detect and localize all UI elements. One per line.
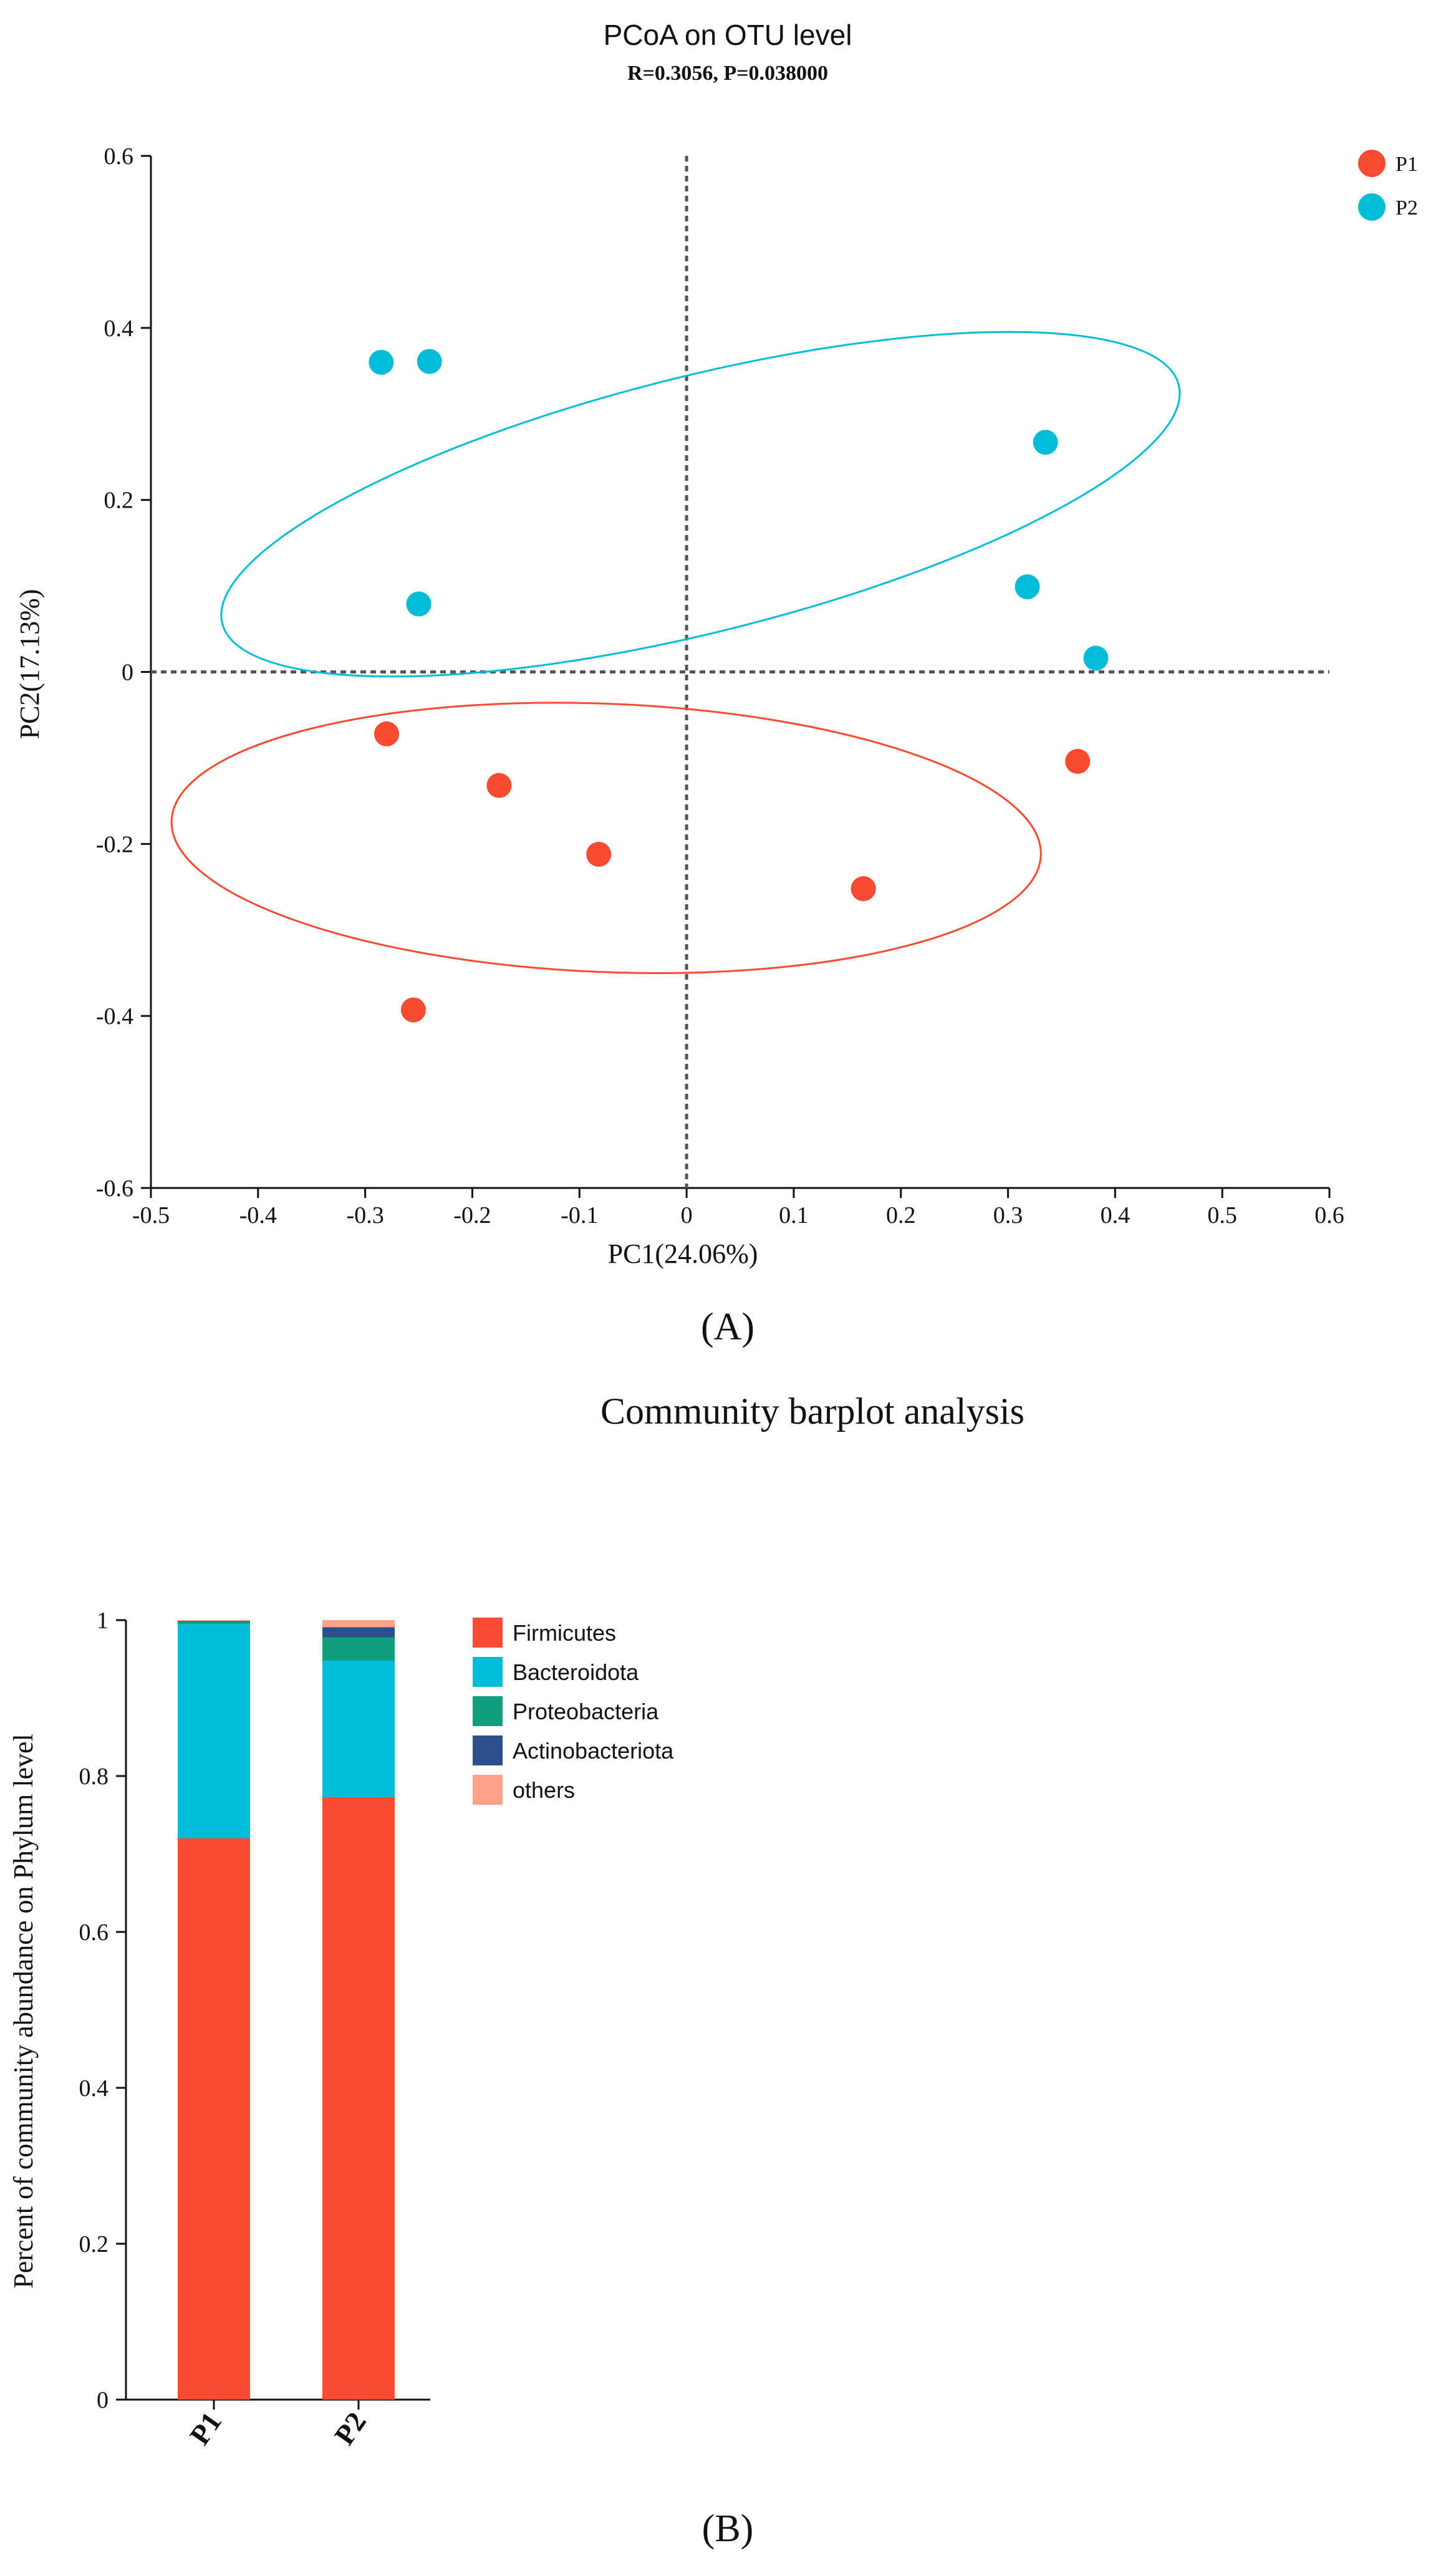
bar-segment-p2-firmicutes <box>322 1797 395 2400</box>
bar-segment-p2-proteobacteria <box>322 1637 395 1661</box>
barplot-legend-swatch-bacteroidota <box>473 1657 503 1687</box>
pcoa-y-ticks: -0.6 -0.4 -0.2 0 0.2 0.4 0.6 <box>96 143 151 1202</box>
pcoa-x-tick-label: -0.2 <box>453 1202 491 1228</box>
pcoa-legend-marker-p1 <box>1358 150 1386 177</box>
pcoa-point-p2 <box>1015 574 1040 599</box>
barplot-y-tick-label: 0.2 <box>79 2231 109 2257</box>
pcoa-y-axis-label: PC2(17.13%) <box>14 589 45 740</box>
pcoa-y-tick-label: -0.6 <box>96 1175 133 1202</box>
barplot-x-ticks: P1 P2 <box>183 2400 372 2451</box>
pcoa-legend-label: P2 <box>1396 196 1418 220</box>
pcoa-ellipse-p2 <box>220 331 1181 678</box>
barplot-legend-swatch-proteobacteria <box>473 1696 503 1726</box>
barplot-legend-label: Bacteroidota <box>513 1659 639 1685</box>
pcoa-legend-label: P1 <box>1396 153 1418 176</box>
pcoa-y-tick-label: 0 <box>122 660 133 686</box>
pcoa-x-tick-label: 0.1 <box>779 1202 809 1228</box>
pcoa-points <box>369 349 1109 1023</box>
pcoa-x-axis-label: PC1(24.06%) <box>608 1238 758 1269</box>
barplot-y-tick-label: 0.4 <box>79 2075 109 2102</box>
barplot-legend-swatch-firmicutes <box>473 1618 503 1648</box>
barplot-panel: Community barplot analysis 0 0.2 0.4 0.6 0.8… <box>8 1391 1025 2550</box>
barplot-bars <box>178 1620 395 2400</box>
pcoa-x-tick-label: 0.6 <box>1314 1202 1344 1228</box>
bar-segment-p1-others <box>178 1620 250 1621</box>
barplot-legend-label: Actinobacteriota <box>513 1738 674 1764</box>
pcoa-legend: P1 P2 <box>1358 150 1418 221</box>
pcoa-y-tick-label: -0.4 <box>96 1003 133 1030</box>
bar-segment-p1-bacteroidota <box>178 1624 250 1838</box>
barplot-x-tick-label: P2 <box>328 2406 372 2450</box>
pcoa-x-tick-label: -0.4 <box>239 1202 277 1228</box>
pcoa-legend-marker-p2 <box>1358 193 1386 221</box>
pcoa-y-tick-label: 0.2 <box>104 488 134 514</box>
pcoa-point-p1 <box>586 841 612 867</box>
pcoa-point-p1 <box>374 721 399 746</box>
pcoa-y-tick-label: -0.2 <box>96 831 133 857</box>
barplot-y-ticks: 0 0.2 0.4 0.6 0.8 1 <box>79 1608 126 2413</box>
pcoa-ellipse-p1 <box>170 702 1042 974</box>
pcoa-point-p1 <box>1065 748 1091 774</box>
pcoa-reference-lines <box>151 156 1329 1188</box>
barplot-y-axis-label: Percent of community abundance on Phylum… <box>8 1734 39 2289</box>
pcoa-x-tick-label: 0.5 <box>1207 1202 1237 1228</box>
pcoa-x-tick-label: -0.1 <box>561 1202 598 1228</box>
pcoa-x-tick-label: 0.4 <box>1101 1202 1131 1228</box>
pcoa-subtitle: R=0.3056, P=0.038000 <box>627 62 828 85</box>
barplot-y-tick-label: 0.8 <box>79 1764 109 1790</box>
pcoa-point-p2 <box>1033 430 1058 455</box>
pcoa-x-tick-label: 0.2 <box>886 1202 916 1228</box>
bar-segment-p2-others <box>322 1620 395 1628</box>
pcoa-point-p2 <box>406 591 431 617</box>
pcoa-point-p1 <box>851 876 876 902</box>
bar-segment-p1-proteobacteria <box>178 1621 250 1624</box>
barplot-x-tick-label: P1 <box>183 2406 228 2450</box>
barplot-legend-label: Proteobacteria <box>513 1699 659 1724</box>
barplot-y-tick-label: 0 <box>97 2387 108 2413</box>
barplot-legend: Firmicutes Bacteroidota Proteobacteria Acti… <box>473 1618 674 1805</box>
pcoa-y-tick-label: 0.6 <box>104 143 134 170</box>
pcoa-x-tick-label: 0 <box>681 1202 693 1228</box>
barplot-legend-swatch-actinobacteriota <box>473 1735 503 1765</box>
pcoa-point-p2 <box>1083 645 1109 671</box>
pcoa-point-p1 <box>486 773 512 798</box>
barplot-legend-swatch-others <box>473 1775 503 1805</box>
barplot-title: Community barplot analysis <box>600 1391 1025 1432</box>
barplot-y-tick-label: 0.6 <box>79 1919 109 1946</box>
barplot-legend-label: Firmicutes <box>513 1620 616 1646</box>
panel-label-b: (B) <box>702 2508 754 2550</box>
pcoa-point-p2 <box>417 349 442 374</box>
pcoa-x-ticks: -0.5 -0.4 -0.3 -0.2 -0.1 0 0.1 0.2 0.3 0.4 0.5 0.6 <box>132 1188 1344 1228</box>
bar-segment-p2-actinobacteriota <box>322 1627 395 1638</box>
pcoa-x-tick-label: -0.3 <box>347 1202 384 1228</box>
pcoa-ellipses <box>170 331 1181 974</box>
barplot-legend-label: others <box>513 1777 575 1803</box>
pcoa-title: PCoA on OTU level <box>604 19 852 51</box>
pcoa-point-p1 <box>400 997 426 1023</box>
pcoa-x-tick-label: -0.5 <box>132 1202 170 1228</box>
barplot-y-tick-label: 1 <box>97 1608 108 1634</box>
bar-segment-p1-firmicutes <box>178 1838 250 2400</box>
pcoa-point-p2 <box>369 350 394 375</box>
bar-segment-p2-bacteroidota <box>322 1661 395 1797</box>
pcoa-x-tick-label: 0.3 <box>993 1202 1023 1228</box>
pcoa-y-tick-label: 0.4 <box>104 316 134 342</box>
pcoa-panel: PCoA on OTU level R=0.3056, P=0.038000 -… <box>14 19 1418 1348</box>
panel-label-a: (A) <box>701 1306 755 1348</box>
